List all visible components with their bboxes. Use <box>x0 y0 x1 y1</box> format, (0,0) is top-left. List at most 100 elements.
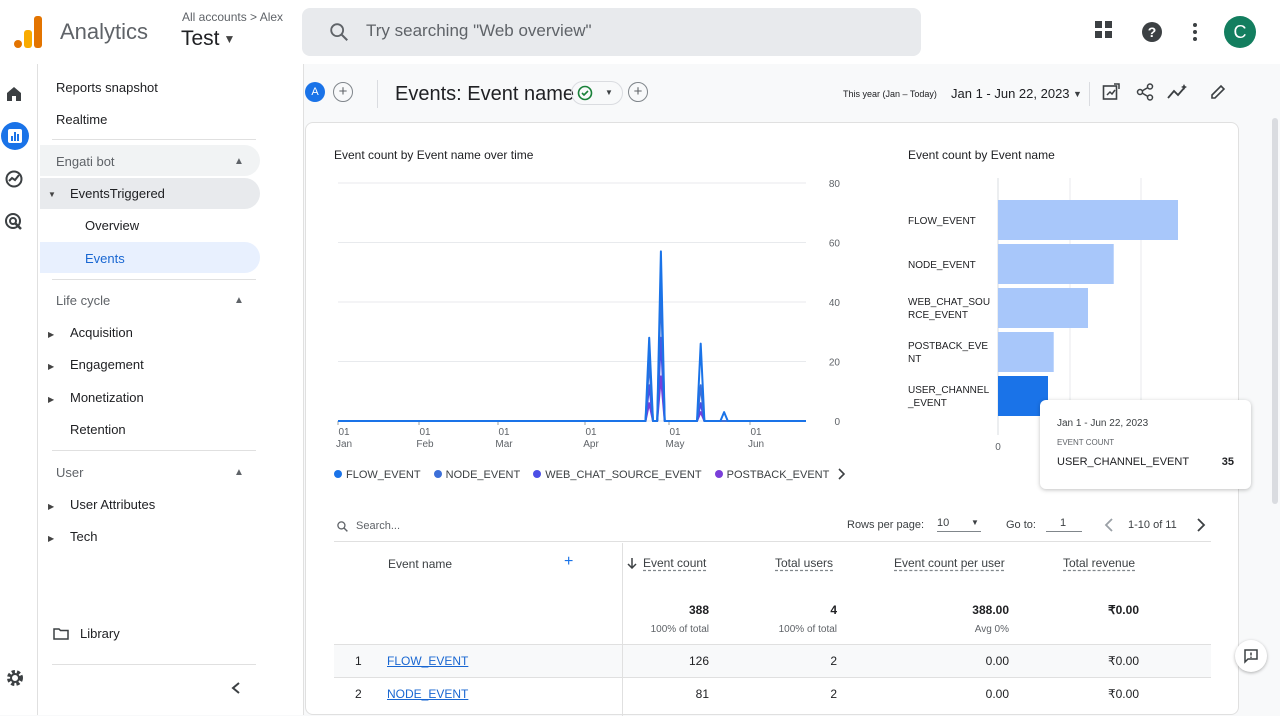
property-selector[interactable]: Test ▼ <box>181 27 235 51</box>
analytics-logo[interactable] <box>14 16 44 48</box>
y-tick-label: 20 <box>829 358 841 369</box>
insights-icon[interactable] <box>1167 83 1189 101</box>
divider <box>377 80 378 108</box>
account-breadcrumb[interactable]: All accounts > Alex <box>182 10 284 24</box>
date-dropdown-icon[interactable]: ▼ <box>1073 89 1082 99</box>
feedback-button[interactable] <box>1235 640 1267 672</box>
nav-retention[interactable]: Retention <box>70 422 126 437</box>
page-scrollbar[interactable] <box>1272 118 1278 504</box>
nav-tech[interactable]: Tech <box>70 529 98 544</box>
col-header-event-count[interactable]: Event count <box>643 556 707 570</box>
edit-pencil-icon[interactable] <box>1209 83 1227 101</box>
table-row[interactable]: 2 NODE_EVENT 81 2 0.00 ₹0.00 <box>334 677 1211 710</box>
nav-group-user[interactable]: User <box>56 465 84 480</box>
tooltip-name: USER_CHANNEL_EVENT <box>1057 456 1190 468</box>
svg-text:?: ? <box>1148 24 1157 40</box>
event-name-link[interactable]: FLOW_EVENT <box>387 654 469 668</box>
app-name: Analytics <box>60 19 149 44</box>
table-row[interactable]: 1 FLOW_EVENT 126 2 0.00 ₹0.00 <box>334 644 1211 677</box>
col-header-total-users[interactable]: Total users <box>775 556 834 570</box>
bar-web-chat-source-event <box>998 288 1088 328</box>
line-series-flow-event <box>338 250 806 422</box>
col-header-event-count-per-user[interactable]: Event count per user <box>894 556 1005 570</box>
caret-down-icon: ▼ <box>605 88 613 97</box>
explore-icon[interactable] <box>4 169 24 189</box>
bar-category-label: NODE_EVENT <box>908 260 976 271</box>
bar-chart[interactable]: FLOW_EVENT NODE_EVENT WEB_CHAT_SOU RCE_EVEN… <box>902 173 1212 463</box>
left-rail <box>0 64 38 715</box>
col-header-event-name[interactable]: Event name <box>388 557 453 571</box>
goto-input[interactable]: 1 <box>1046 517 1082 532</box>
nav-reports-snapshot[interactable]: Reports snapshot <box>56 80 158 95</box>
event-name-link[interactable]: NODE_EVENT <box>387 687 469 701</box>
y-tick-label: 80 <box>829 179 841 190</box>
x-tick-label: 01 <box>585 427 597 438</box>
tooltip-metric: EVENT COUNT <box>1057 438 1115 447</box>
more-vert-icon[interactable] <box>1192 22 1198 42</box>
expand-right-icon: ▶ <box>48 534 55 543</box>
goto-label: Go to: <box>1006 519 1036 531</box>
nav-engagement[interactable]: Engagement <box>70 357 144 372</box>
divider <box>1089 82 1090 106</box>
nav-group-life-cycle[interactable]: Life cycle <box>56 293 111 308</box>
legend-next-icon[interactable] <box>837 468 845 480</box>
total-subtext: 100% of total <box>650 624 709 635</box>
y-tick-label: 40 <box>829 298 841 309</box>
home-icon[interactable] <box>4 84 24 104</box>
x-tick-label: May <box>666 439 685 450</box>
chevron-up-icon[interactable]: ▲ <box>234 156 244 167</box>
chevron-up-icon[interactable]: ▲ <box>234 295 244 306</box>
table-search-input[interactable]: Search... <box>356 520 401 532</box>
settings-gear-icon[interactable] <box>5 668 25 688</box>
caret-down-icon: ▼ <box>223 32 236 47</box>
x-tick-label: 01 <box>338 427 350 438</box>
data-table: Event name + Event count Total users Eve… <box>334 543 1211 716</box>
legend-item-flow-event[interactable]: FLOW_EVENT <box>334 469 421 481</box>
nav-group-engati-bot[interactable]: Engati bot <box>56 154 115 169</box>
nav-library[interactable]: Library <box>80 626 120 641</box>
total-revenue: ₹0.00 <box>1108 654 1139 668</box>
rows-per-page-select[interactable]: 10 ▼ <box>937 517 981 532</box>
next-page-icon[interactable] <box>1196 518 1206 532</box>
add-filter-button[interactable]: + <box>628 82 648 102</box>
user-avatar[interactable]: C <box>1224 16 1256 48</box>
col-header-total-revenue[interactable]: Total revenue <box>1063 556 1136 570</box>
pagination-range: 1-10 of 11 <box>1128 519 1177 531</box>
tooltip-value: 35 <box>1221 456 1234 468</box>
help-icon[interactable]: ? <box>1141 21 1163 43</box>
customize-report-icon[interactable] <box>1102 83 1120 101</box>
sort-down-icon[interactable] <box>627 557 637 569</box>
group-highlight <box>40 145 260 176</box>
legend-item-node-event[interactable]: NODE_EVENT <box>433 469 520 481</box>
chevron-up-icon[interactable]: ▲ <box>234 467 244 478</box>
add-comparison-button[interactable]: + <box>333 82 353 102</box>
legend-label: WEB_CHAT_SOURCE_EVENT <box>545 469 702 481</box>
report-status-chip[interactable]: ▼ <box>571 81 623 105</box>
tooltip-date: Jan 1 - Jun 22, 2023 <box>1057 418 1149 429</box>
date-range-label[interactable]: This year (Jan – Today) <box>843 89 937 99</box>
expand-right-icon: ▶ <box>48 502 55 511</box>
nav-realtime[interactable]: Realtime <box>56 112 108 127</box>
expand-right-icon: ▶ <box>48 395 55 404</box>
column-divider <box>622 543 623 716</box>
nav-acquisition[interactable]: Acquisition <box>70 325 133 340</box>
nav-events[interactable]: Events <box>85 251 125 266</box>
advertising-icon[interactable] <box>4 212 24 232</box>
nav-user-attributes[interactable]: User Attributes <box>70 497 156 512</box>
share-icon[interactable] <box>1136 83 1154 101</box>
apps-grid-icon[interactable] <box>1094 20 1114 40</box>
comparison-badge[interactable]: A <box>305 82 325 102</box>
collapse-nav-icon[interactable] <box>230 681 242 695</box>
nav-monetization[interactable]: Monetization <box>70 390 144 405</box>
legend-item-postback-event[interactable]: POSTBACK_EVENT <box>714 469 829 481</box>
legend-item-web-chat-source-event[interactable]: WEB_CHAT_SOURCE_EVENT <box>533 469 702 481</box>
prev-page-icon[interactable] <box>1104 518 1114 532</box>
nav-events-triggered[interactable]: EventsTriggered <box>70 186 165 201</box>
search-bar[interactable]: Try searching "Web overview" <box>302 8 921 56</box>
bar-category-label: FLOW_EVENT <box>908 216 976 227</box>
y-tick-label: 0 <box>834 417 840 428</box>
nav-overview[interactable]: Overview <box>85 218 140 233</box>
add-dimension-button[interactable]: + <box>564 553 574 570</box>
date-range-value[interactable]: Jan 1 - Jun 22, 2023 <box>951 86 1070 101</box>
